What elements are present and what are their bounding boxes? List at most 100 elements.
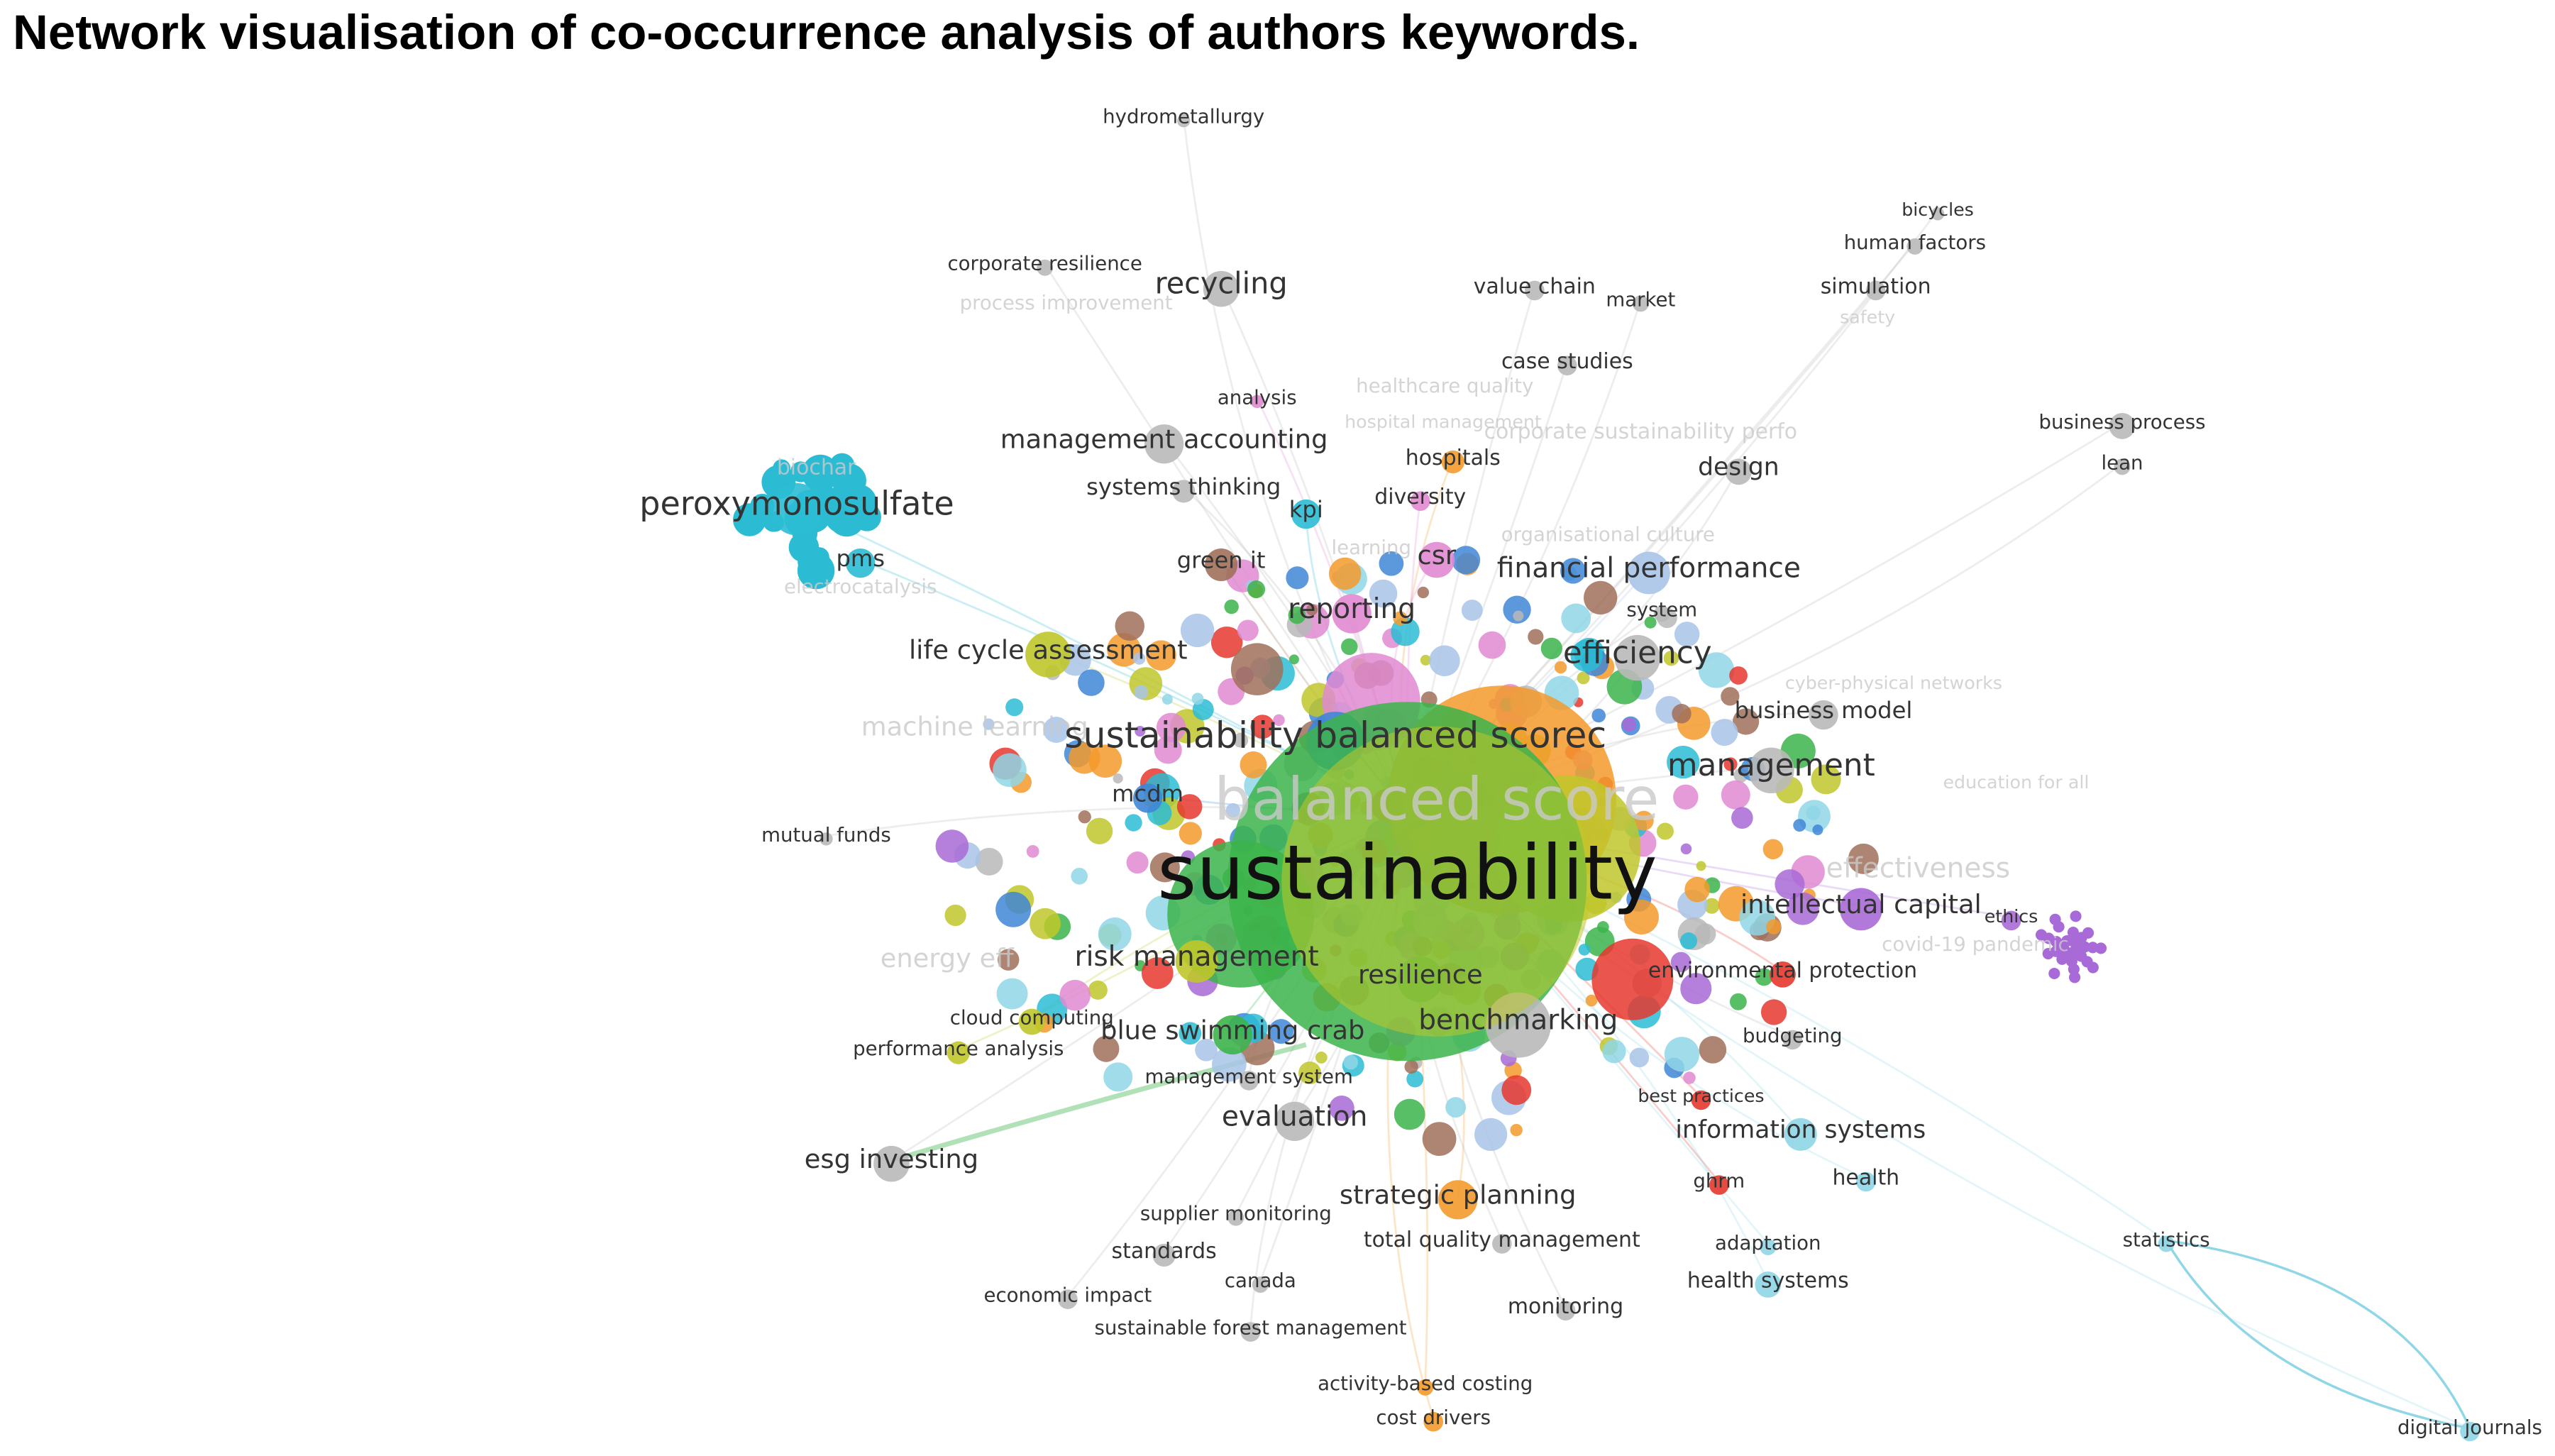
node — [935, 829, 969, 863]
node — [1237, 619, 1259, 641]
node — [1554, 661, 1567, 674]
node — [1306, 604, 1318, 616]
node — [1152, 1243, 1176, 1267]
node — [1683, 1071, 1696, 1084]
node — [1577, 671, 1590, 685]
node — [1394, 1098, 1425, 1130]
node — [820, 832, 833, 846]
node — [1298, 1061, 1322, 1085]
node — [995, 891, 1032, 927]
node-label: esg investing — [805, 1144, 978, 1174]
node — [2049, 913, 2061, 925]
node-label: human factors — [1844, 231, 1986, 254]
node — [2065, 955, 2077, 967]
node — [2087, 961, 2099, 974]
node — [1269, 1019, 1294, 1044]
node — [1632, 295, 1649, 312]
node — [1205, 548, 1238, 581]
node — [1584, 580, 1618, 615]
node — [750, 493, 775, 519]
node-label: business model — [1735, 697, 1913, 724]
node-label: benchmarking — [1418, 1005, 1618, 1037]
node — [1059, 979, 1091, 1011]
node — [1561, 603, 1591, 634]
node — [1132, 783, 1163, 813]
faded-label: safety — [1840, 307, 1895, 328]
node — [1250, 395, 1264, 409]
node-label: mutual funds — [761, 823, 891, 846]
node — [1418, 541, 1455, 578]
node — [1410, 491, 1430, 512]
node — [1125, 814, 1142, 832]
faded-label: hospital management — [1345, 412, 1542, 432]
node-label: evaluation — [1222, 1101, 1368, 1132]
node — [1809, 700, 1838, 730]
node — [1026, 844, 1039, 858]
node-label: performance analysis — [853, 1037, 1064, 1060]
node — [947, 1041, 970, 1064]
node-label: information systems — [1675, 1116, 1926, 1145]
node — [1557, 355, 1577, 376]
node — [1417, 1379, 1434, 1396]
node — [1513, 610, 1524, 622]
node — [1782, 1030, 1803, 1050]
node — [1906, 238, 1924, 255]
node — [1161, 694, 1173, 705]
node — [1755, 1272, 1782, 1298]
node — [1623, 899, 1659, 934]
node-label: sustainable forest management — [1094, 1316, 1406, 1340]
node — [944, 904, 966, 927]
node — [1341, 638, 1358, 656]
node — [1212, 1047, 1247, 1082]
node — [2109, 413, 2136, 439]
node — [1721, 687, 1740, 706]
node — [1680, 973, 1712, 1005]
node — [1733, 708, 1760, 735]
node — [1478, 631, 1506, 659]
node-label: activity-based costing — [1318, 1372, 1533, 1395]
node — [1452, 546, 1481, 575]
node — [1252, 1276, 1269, 1293]
node — [1069, 742, 1100, 774]
node — [1239, 1071, 1259, 1091]
node — [1696, 861, 1706, 871]
node-label: peroxymonosulfate — [639, 485, 954, 523]
node — [1172, 480, 1196, 503]
node — [1134, 685, 1149, 700]
node — [1115, 611, 1145, 641]
node — [1492, 1234, 1512, 1254]
node — [2048, 967, 2060, 980]
node — [1250, 715, 1275, 739]
node — [1784, 1118, 1817, 1151]
node — [1088, 980, 1108, 1000]
node — [797, 546, 819, 567]
node — [1156, 712, 1186, 743]
node — [1691, 1090, 1711, 1110]
node-label: canada — [1225, 1269, 1296, 1292]
node — [1180, 613, 1215, 648]
node-label: digital journals — [2397, 1416, 2542, 1439]
node — [1755, 968, 1773, 986]
node — [1149, 852, 1180, 883]
node — [1510, 1123, 1523, 1137]
node-label: cloud computing — [950, 1005, 1114, 1029]
faded-label: covid-19 pandemic — [1882, 932, 2069, 956]
node — [2001, 910, 2021, 931]
node — [2061, 935, 2073, 947]
node-label: best practices — [1638, 1086, 1764, 1106]
node — [1591, 938, 1674, 1020]
node — [1670, 952, 1692, 973]
node — [1275, 1101, 1315, 1142]
node — [1018, 1008, 1045, 1035]
node — [1332, 594, 1372, 634]
faded-label: learning — [1331, 536, 1411, 559]
faded-label: balanced score — [1214, 765, 1659, 834]
node — [1030, 908, 1061, 939]
node — [1230, 643, 1284, 695]
node — [1585, 994, 1598, 1007]
node-label: efficiency — [1563, 634, 1712, 671]
node — [1653, 605, 1670, 622]
node — [1328, 557, 1362, 590]
node — [1438, 1180, 1478, 1220]
node — [2069, 945, 2081, 957]
